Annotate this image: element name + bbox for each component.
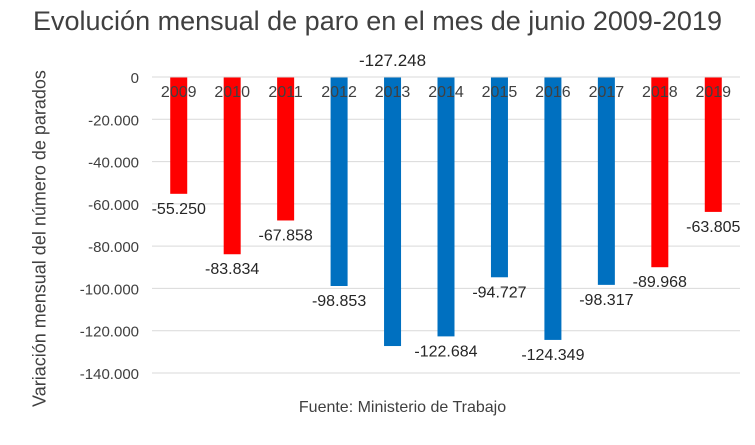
- bar: [277, 77, 295, 221]
- data-labels: -55.250 -83.834-67.858 -98.853 -127.248 -122…: [152, 51, 741, 364]
- y-tick-label: -120.000: [80, 324, 139, 341]
- data-label: -89.968: [633, 274, 687, 291]
- x-tick-label: 2012: [321, 84, 357, 101]
- x-tick-label: 2016: [535, 84, 571, 101]
- source-note: Fuente: Ministerio de Trabajo: [298, 399, 507, 416]
- bar: [544, 77, 562, 340]
- bar: [384, 77, 402, 347]
- y-tick-label: -40.000: [88, 155, 139, 172]
- chart-title: Evolución mensual de paro en el mes de j…: [33, 6, 722, 36]
- x-tick-label: 2010: [214, 84, 250, 101]
- x-tick-label: 2011: [268, 84, 303, 101]
- x-tick-label: 2018: [642, 84, 678, 101]
- data-label: -55.250: [152, 201, 206, 218]
- bar: [490, 77, 508, 278]
- data-label: -94.727: [472, 284, 526, 301]
- bars: [170, 77, 722, 347]
- bar: [330, 77, 348, 287]
- axes: 0 -20.000 -40.000 -60.000 -80.000 -100.000 -12…: [80, 70, 740, 383]
- y-tick-label: -80.000: [88, 239, 139, 256]
- y-tick-label: -140.000: [80, 366, 139, 383]
- data-label: -124.349: [521, 347, 584, 364]
- bar: [170, 77, 188, 194]
- x-tick-label: 2014: [428, 84, 464, 101]
- y-tick-label: -60.000: [88, 197, 139, 214]
- data-label: -67.858: [259, 227, 313, 244]
- data-label: -63.805: [686, 219, 740, 236]
- bar: [437, 77, 455, 337]
- bar: [597, 77, 615, 285]
- data-label: -98.317: [579, 292, 633, 309]
- data-label: -127.248: [359, 51, 426, 70]
- data-label: -98.853: [312, 293, 366, 310]
- x-tick-label: 2009: [161, 84, 197, 101]
- x-tick-label: 2019: [695, 84, 731, 101]
- y-tick-label: -100.000: [80, 281, 139, 298]
- y-tick-label: 0: [131, 70, 139, 87]
- data-label: -122.684: [414, 343, 477, 360]
- bar: [651, 77, 669, 268]
- x-tick-label: 2015: [482, 84, 518, 101]
- bar: [223, 77, 241, 255]
- x-tick-label: 2017: [589, 84, 625, 101]
- x-tick-label: 2013: [375, 84, 411, 101]
- data-label: -83.834: [205, 261, 259, 278]
- bar: [704, 77, 722, 212]
- y-tick-label: -20.000: [88, 112, 139, 129]
